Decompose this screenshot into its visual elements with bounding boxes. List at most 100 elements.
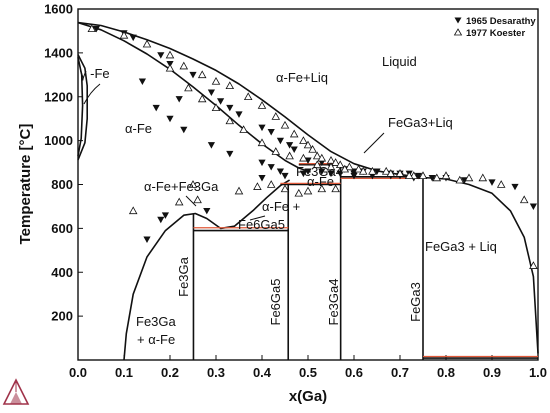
x-tick-label: 0.9	[483, 365, 501, 380]
desarathy-marker	[180, 126, 188, 134]
phase-label: α-Fe+Fe3Ga	[144, 179, 219, 194]
desarathy-marker	[299, 170, 307, 178]
koester-marker	[354, 164, 363, 173]
y-tick-label: 400	[51, 265, 73, 280]
axis-ticks: 0.0 0.1 0.2 0.3 0.4 0.5 0.6 0.7 0.8 0.9 1.0 200 400 6…	[44, 2, 547, 381]
koester-marker	[257, 138, 267, 147]
koester-marker	[340, 164, 350, 173]
koester-marker	[197, 70, 207, 79]
koester-marker	[87, 24, 97, 33]
desarathy-marker	[281, 172, 289, 180]
phase-label: FeGa3	[408, 282, 423, 322]
koester-marker	[317, 153, 327, 162]
koester-marker	[308, 144, 317, 153]
phase-label: α-Fe +	[262, 199, 300, 214]
koester-marker	[335, 160, 345, 169]
desarathy-marker	[511, 183, 519, 191]
koester-marker	[211, 103, 221, 111]
alpha-fe6ga5-arrow	[249, 215, 266, 221]
koester-marker	[317, 184, 327, 193]
desarathy-marker	[488, 179, 496, 186]
koester-marker	[441, 171, 451, 180]
x-tick-label: 0.3	[207, 365, 225, 380]
phase-label: + α-Fe	[137, 332, 175, 347]
phase-label: α-Fe	[125, 121, 152, 136]
koester-marker	[142, 39, 152, 48]
fega3-liquidus	[422, 176, 539, 354]
koester-marker	[464, 173, 474, 182]
koester-marker	[404, 171, 414, 180]
koester-marker	[128, 206, 138, 215]
x-tick-label: 0.0	[69, 365, 87, 380]
legend: 1965 Desarathy 1977 Koester	[453, 16, 536, 39]
liquidus-line	[77, 21, 424, 179]
koester-marker	[266, 180, 276, 188]
phase-label: γ -Fe	[80, 66, 110, 81]
koester-marker	[234, 186, 244, 195]
koester-marker	[257, 101, 267, 109]
koester-marker	[418, 171, 428, 180]
desarathy-marker	[138, 78, 146, 85]
phase-label: α-Fe	[307, 174, 334, 189]
gamma-loop-inner	[77, 57, 84, 157]
y-tick-label: 1600	[44, 2, 73, 17]
phase-label: Fe3Ga	[136, 314, 177, 329]
x-tick-label: 0.8	[437, 365, 455, 380]
alpha-fe3ga-arrow	[185, 195, 197, 207]
koester-marker	[253, 182, 262, 190]
desarathy-marker	[203, 207, 211, 215]
koester-marker	[165, 63, 175, 72]
koester-marker	[395, 169, 405, 177]
phase-label: Fe6Ga5	[238, 217, 285, 232]
desarathy-marker	[529, 203, 537, 211]
koester-marker	[239, 125, 248, 133]
y-tick-label: 1200	[44, 89, 73, 104]
koester-marker	[455, 175, 465, 184]
y-tick-label: 1400	[44, 45, 73, 60]
koester-marker	[271, 147, 281, 155]
solidus-line	[77, 21, 309, 173]
koester-marker	[358, 166, 368, 175]
koester-marker	[165, 50, 175, 59]
desarathy-marker	[258, 159, 266, 167]
desarathy-marker	[373, 168, 381, 175]
gamma-arrow	[83, 83, 101, 105]
desarathy-marker	[318, 168, 326, 175]
phase-label: Fe3Ga	[176, 256, 191, 297]
gamma-loop-outer	[77, 54, 88, 161]
desarathy-marker	[161, 212, 169, 219]
desarathy-marker	[267, 164, 275, 171]
phase-label: α-Fe+Liq	[276, 70, 328, 85]
alpha-fe-solvus	[123, 179, 291, 361]
koester-marker	[432, 173, 442, 182]
phase-labels: γ -Feα-Feα-Fe+LiqLiquidFeGa3+LiqFe3Ga4α-…	[80, 54, 497, 347]
desarathy-marker	[129, 34, 137, 42]
desarathy-marker	[217, 98, 225, 105]
fega3-liq-arrow	[363, 132, 385, 154]
phase-label: FeGa3+Liq	[388, 115, 453, 130]
phase-label: Fe3Ga4	[296, 164, 343, 179]
desarathy-marker	[152, 104, 160, 112]
desarathy-marker	[276, 168, 284, 175]
koester-marker	[285, 151, 294, 160]
desarathy-marker	[276, 137, 284, 145]
desarathy-marker	[258, 175, 266, 182]
koester-marker	[289, 129, 299, 138]
koester-marker	[243, 92, 253, 101]
koester-marker	[294, 188, 304, 197]
koester-marker	[197, 94, 207, 103]
koester-marker	[188, 180, 198, 188]
x-tick-label: 0.7	[391, 365, 409, 380]
desarathy-marker	[189, 71, 197, 79]
x-tick-label: 0.4	[253, 365, 272, 380]
x-tick-label: 0.5	[299, 365, 317, 380]
desarathy-marker	[258, 124, 266, 132]
desarathy-marker	[92, 25, 100, 33]
desarathy-marker	[226, 104, 234, 112]
desarathy-marker	[350, 172, 358, 180]
koester-marker	[478, 173, 488, 182]
desarathy-marker	[327, 170, 335, 178]
legend-label-desarathy: 1965 Desarathy	[466, 16, 536, 27]
koester-marker	[119, 30, 129, 39]
desarathy-marker	[235, 111, 243, 118]
